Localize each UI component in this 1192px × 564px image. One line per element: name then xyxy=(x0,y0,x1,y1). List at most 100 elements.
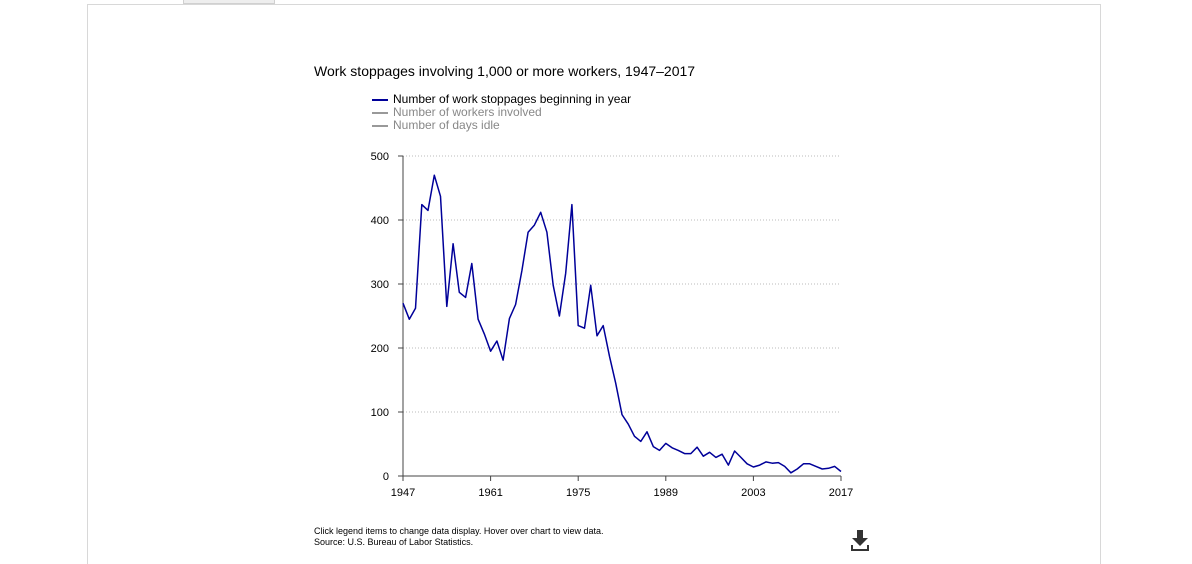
data-point[interactable] xyxy=(825,465,831,471)
data-point[interactable] xyxy=(788,470,794,476)
x-tick-label: 1975 xyxy=(566,487,590,499)
data-point[interactable] xyxy=(413,305,419,311)
data-point[interactable] xyxy=(713,454,719,460)
data-point[interactable] xyxy=(794,466,800,472)
data-point[interactable] xyxy=(782,463,788,469)
footer-source: Source: U.S. Bureau of Labor Statistics. xyxy=(314,537,474,547)
data-point[interactable] xyxy=(463,294,469,300)
data-point[interactable] xyxy=(456,289,462,295)
data-point[interactable] xyxy=(694,444,700,450)
y-tick-label: 400 xyxy=(371,215,389,227)
y-tick-label: 200 xyxy=(371,343,389,355)
data-point[interactable] xyxy=(581,325,587,331)
legend-label-workers: Number of workers involved xyxy=(393,105,542,119)
data-point[interactable] xyxy=(663,440,669,446)
data-point[interactable] xyxy=(538,209,544,215)
data-point[interactable] xyxy=(525,229,531,235)
data-point[interactable] xyxy=(800,461,806,467)
data-point[interactable] xyxy=(619,412,625,418)
data-point[interactable] xyxy=(438,193,444,199)
x-tick-label: 1989 xyxy=(654,487,678,499)
data-point[interactable] xyxy=(625,421,631,427)
data-point[interactable] xyxy=(594,333,600,339)
data-point[interactable] xyxy=(450,241,456,247)
data-point[interactable] xyxy=(500,357,506,363)
x-tick-label: 1961 xyxy=(478,487,502,499)
chart-footer: Click legend items to change data displa… xyxy=(314,526,603,548)
data-point[interactable] xyxy=(838,469,844,475)
data-point[interactable] xyxy=(606,353,612,359)
data-point[interactable] xyxy=(569,202,575,208)
data-point[interactable] xyxy=(675,447,681,453)
x-tick-label: 2003 xyxy=(741,487,765,499)
data-point[interactable] xyxy=(475,316,481,322)
data-point[interactable] xyxy=(506,316,512,322)
y-tick-label: 500 xyxy=(371,151,389,163)
data-point[interactable] xyxy=(488,348,494,354)
data-point[interactable] xyxy=(769,460,775,466)
data-point[interactable] xyxy=(588,282,594,288)
chart-legend: Number of work stoppages beginning in ye… xyxy=(372,93,631,132)
data-point[interactable] xyxy=(431,172,437,178)
chart-title: Work stoppages involving 1,000 or more w… xyxy=(314,63,696,79)
legend-item-workers[interactable]: Number of workers involved xyxy=(372,106,631,119)
chart-panel xyxy=(87,4,1101,564)
data-point[interactable] xyxy=(513,301,519,307)
data-point[interactable] xyxy=(425,207,431,213)
data-point[interactable] xyxy=(775,460,781,466)
data-point[interactable] xyxy=(638,438,644,444)
data-point[interactable] xyxy=(556,313,562,319)
data-point[interactable] xyxy=(419,202,425,208)
data-point[interactable] xyxy=(819,466,825,472)
data-point[interactable] xyxy=(575,323,581,329)
data-point[interactable] xyxy=(719,451,725,457)
y-tick-label: 0 xyxy=(383,471,389,483)
data-point[interactable] xyxy=(481,331,487,337)
data-point[interactable] xyxy=(600,323,606,329)
data-point[interactable] xyxy=(613,380,619,386)
legend-swatch-workers xyxy=(372,111,388,114)
data-point[interactable] xyxy=(531,222,537,228)
y-tick-label: 100 xyxy=(371,407,389,419)
y-tick-label: 300 xyxy=(371,279,389,291)
data-point[interactable] xyxy=(700,453,706,459)
series-line-stoppages xyxy=(402,174,842,474)
data-point[interactable] xyxy=(494,338,500,344)
data-point[interactable] xyxy=(563,270,569,276)
data-point[interactable] xyxy=(400,300,406,306)
data-point[interactable] xyxy=(707,449,713,455)
data-point[interactable] xyxy=(632,433,638,439)
data-point[interactable] xyxy=(519,268,525,274)
data-point[interactable] xyxy=(650,444,656,450)
data-point[interactable] xyxy=(469,261,475,267)
legend-item-days-idle[interactable]: Number of days idle xyxy=(372,119,631,132)
legend-swatch-stoppages xyxy=(372,98,388,101)
data-point[interactable] xyxy=(750,464,756,470)
footer-instructions: Click legend items to change data displa… xyxy=(314,526,604,536)
data-point[interactable] xyxy=(763,459,769,465)
x-tick-label: 2017 xyxy=(829,487,853,499)
data-point[interactable] xyxy=(807,461,813,467)
data-point[interactable] xyxy=(406,316,412,322)
data-point[interactable] xyxy=(682,451,688,457)
data-point[interactable] xyxy=(744,461,750,467)
data-point[interactable] xyxy=(757,462,763,468)
data-point[interactable] xyxy=(732,448,738,454)
data-point[interactable] xyxy=(813,463,819,469)
data-point[interactable] xyxy=(657,447,663,453)
data-point[interactable] xyxy=(444,303,450,309)
data-point[interactable] xyxy=(669,445,675,451)
data-point[interactable] xyxy=(644,429,650,435)
data-point[interactable] xyxy=(550,282,556,288)
legend-item-stoppages[interactable]: Number of work stoppages beginning in ye… xyxy=(372,93,631,106)
data-point[interactable] xyxy=(738,454,744,460)
data-point[interactable] xyxy=(688,451,694,457)
legend-label-stoppages: Number of work stoppages beginning in ye… xyxy=(393,92,632,106)
legend-label-days-idle: Number of days idle xyxy=(393,118,500,132)
data-point[interactable] xyxy=(832,463,838,469)
download-icon[interactable] xyxy=(849,528,871,552)
data-point[interactable] xyxy=(544,229,550,235)
data-point[interactable] xyxy=(725,462,731,468)
tab-stub[interactable] xyxy=(183,0,275,4)
